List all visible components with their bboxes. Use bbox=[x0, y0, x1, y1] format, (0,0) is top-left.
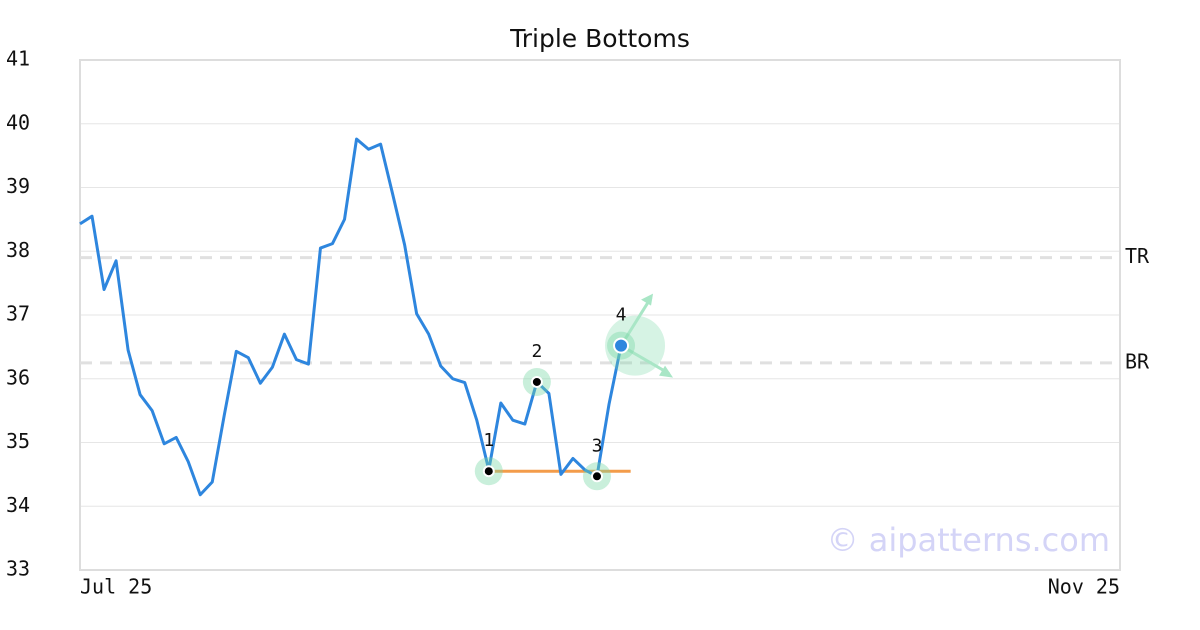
y-tick-label: 34 bbox=[6, 493, 30, 517]
pattern-point bbox=[482, 465, 495, 478]
chart-title: Triple Bottoms bbox=[509, 24, 690, 53]
level-label: BR bbox=[1125, 349, 1150, 373]
y-tick-label: 39 bbox=[6, 174, 30, 198]
arrow-up bbox=[619, 296, 653, 347]
y-tick-label: 37 bbox=[6, 302, 30, 326]
y-tick-label: 35 bbox=[6, 429, 30, 453]
x-tick-label: Nov 25 bbox=[1048, 575, 1120, 599]
y-tick-label: 38 bbox=[6, 238, 30, 262]
arrow-up-head bbox=[641, 293, 654, 306]
pattern-point bbox=[590, 470, 603, 483]
arrow-down-head bbox=[659, 365, 674, 378]
y-tick-label: 36 bbox=[6, 365, 30, 389]
breakout-halo bbox=[605, 315, 666, 376]
y-tick-label: 33 bbox=[6, 557, 30, 581]
y-tick-label: 41 bbox=[6, 47, 30, 71]
x-tick-label: Jul 25 bbox=[80, 575, 152, 599]
point-label: 3 bbox=[592, 435, 603, 456]
pattern-point bbox=[613, 337, 630, 354]
level-label: TR bbox=[1125, 244, 1150, 268]
plot-frame bbox=[79, 59, 1121, 571]
price-line bbox=[79, 137, 623, 497]
point-label: 2 bbox=[531, 341, 542, 362]
watermark: © aipatterns.com bbox=[827, 521, 1110, 559]
pattern-point bbox=[530, 375, 543, 388]
point-label: 4 bbox=[616, 305, 627, 326]
arrow-down bbox=[620, 344, 670, 375]
y-tick-label: 40 bbox=[6, 110, 30, 134]
point-label: 1 bbox=[483, 430, 494, 451]
